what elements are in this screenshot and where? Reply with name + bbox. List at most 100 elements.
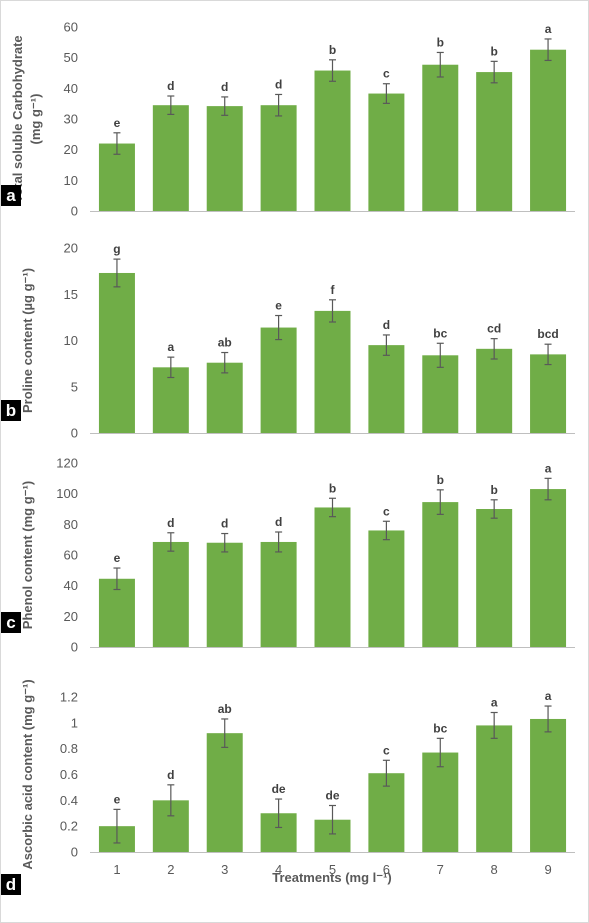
x-tick-label: 6	[383, 862, 390, 877]
bar	[476, 509, 513, 647]
y-tick-label: 0.6	[60, 767, 78, 782]
significance-label: ab	[218, 702, 232, 716]
x-tick-label: 8	[491, 862, 498, 877]
x-tick-label: 4	[275, 862, 282, 877]
significance-label: a	[545, 689, 552, 703]
y-tick-label: 10	[64, 333, 78, 348]
significance-label: d	[383, 318, 390, 332]
x-tick-label: 1	[113, 862, 120, 877]
panel-tag-label: b	[6, 401, 16, 420]
significance-label: b	[329, 43, 336, 57]
y-tick-label: 60	[64, 20, 78, 35]
bar	[422, 355, 459, 433]
significance-label: b	[437, 35, 444, 49]
y-tick-label: 30	[64, 112, 78, 127]
bar	[314, 70, 351, 212]
panel-tag	[1, 612, 21, 633]
y-tick-label: 20	[64, 241, 78, 256]
significance-label: a	[167, 340, 174, 354]
y-tick-label: 0	[71, 640, 78, 655]
bar	[368, 345, 405, 433]
significance-label: b	[490, 483, 497, 497]
significance-label: d	[167, 79, 174, 93]
y-tick-label: 0	[71, 426, 78, 441]
significance-label: a	[491, 696, 498, 710]
bar	[206, 106, 243, 211]
significance-label: de	[325, 789, 339, 803]
y-tick-label: 1	[71, 715, 78, 730]
bar	[314, 507, 351, 647]
bar	[476, 725, 513, 852]
y-axis-title: Ascorbic acid content (mg g⁻¹)	[20, 679, 35, 869]
chart-panel-d: 0 0.2 0.4 0.6 0.8 1 1.2 e d ab de de c bc a a 1 2 3 4 5 6 7 8 9 A…	[1, 679, 575, 895]
significance-label: e	[275, 299, 282, 313]
bar	[260, 105, 297, 211]
bar	[314, 310, 351, 433]
significance-label: g	[113, 242, 120, 256]
y-tick-label: 0.4	[60, 793, 78, 808]
significance-label: e	[114, 551, 121, 565]
x-tick-label: 9	[544, 862, 551, 877]
panel-tag-label: a	[6, 186, 16, 205]
y-tick-label: 80	[64, 517, 78, 532]
y-tick-label: 20	[64, 609, 78, 624]
significance-label: cd	[487, 322, 501, 336]
significance-label: d	[221, 80, 228, 94]
y-tick-label: 0	[71, 204, 78, 219]
bar	[368, 93, 405, 211]
bar	[152, 541, 189, 647]
panel-tag	[1, 400, 21, 421]
significance-label: d	[167, 516, 174, 530]
bar	[206, 542, 243, 647]
significance-label: c	[383, 67, 390, 81]
y-axis-title: Total soluble Carbohydrate	[10, 35, 25, 202]
x-tick-label: 5	[329, 862, 336, 877]
significance-label: f	[331, 283, 336, 297]
significance-label: bc	[433, 326, 447, 340]
y-tick-label: 100	[56, 486, 78, 501]
bar	[530, 49, 567, 212]
significance-label: c	[383, 743, 390, 757]
y-tick-label: 60	[64, 548, 78, 563]
significance-label: e	[114, 792, 121, 806]
significance-label: d	[275, 77, 282, 91]
bar	[476, 348, 513, 433]
bar	[368, 530, 405, 647]
significance-label: b	[329, 481, 336, 495]
significance-label: d	[275, 515, 282, 529]
bar	[260, 327, 297, 433]
y-tick-label: 40	[64, 81, 78, 96]
bar	[152, 367, 189, 433]
panel-tag	[1, 185, 21, 206]
chart-panel-c: 0 20 40 60 80 100 120 e d d d b c b b a Phenol content (…	[1, 456, 575, 655]
y-tick-label: 10	[64, 173, 78, 188]
y-tick-label: 1.2	[60, 690, 78, 705]
y-tick-label: 0.2	[60, 819, 78, 834]
y-tick-label: 0.8	[60, 741, 78, 756]
significance-label: de	[272, 782, 286, 796]
significance-label: b	[490, 44, 497, 58]
bar	[530, 354, 567, 433]
bar	[422, 752, 459, 852]
y-axis-title: Proline content (µg g⁻¹)	[20, 268, 35, 413]
y-tick-label: 20	[64, 142, 78, 157]
panel-tag	[1, 874, 21, 895]
y-tick-label: 50	[64, 50, 78, 65]
bar	[98, 578, 135, 647]
significance-label: c	[383, 504, 390, 518]
chart-panel-b: 0 5 10 15 20 g a ab e f d bc cd bcd Proline content (µ…	[1, 241, 575, 441]
bar	[530, 489, 567, 647]
panel-tag-label: d	[6, 875, 16, 894]
x-tick-label: 7	[437, 862, 444, 877]
bar	[98, 272, 135, 433]
bar	[152, 105, 189, 211]
bar	[422, 502, 459, 647]
significance-label: e	[114, 116, 121, 130]
significance-label: d	[221, 517, 228, 531]
significance-label: a	[545, 461, 552, 475]
y-tick-label: 0	[71, 845, 78, 860]
x-tick-label: 3	[221, 862, 228, 877]
bar	[530, 718, 567, 852]
